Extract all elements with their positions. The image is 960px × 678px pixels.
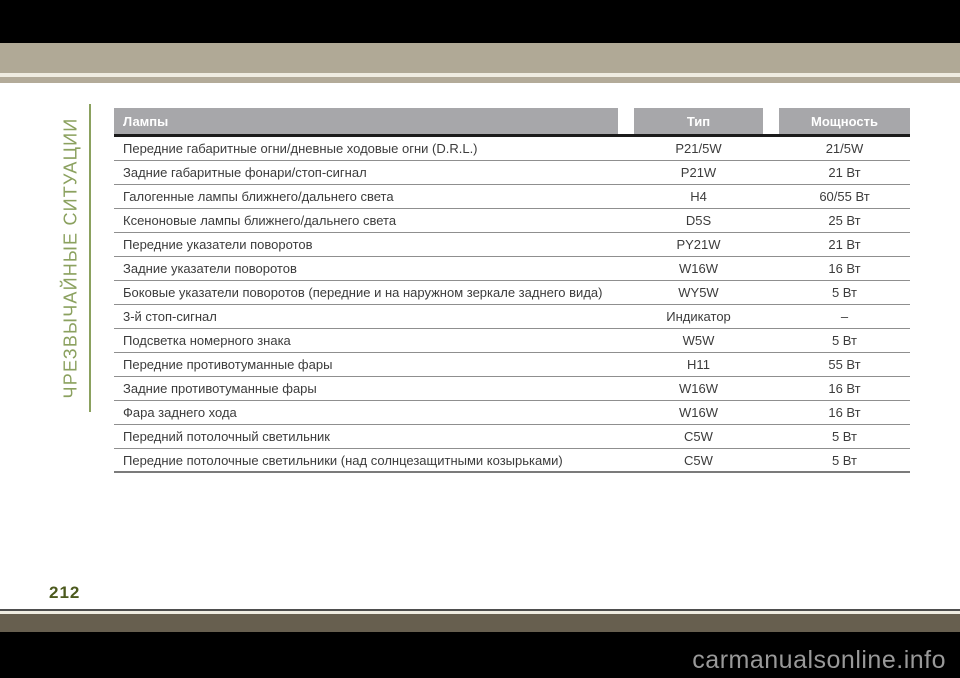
cell-lamp: Боковые указатели поворотов (передние и … bbox=[123, 285, 603, 300]
table-row: Боковые указатели поворотов (передние и … bbox=[114, 281, 910, 305]
table-row: Ксеноновые лампы ближнего/дальнего света… bbox=[114, 209, 910, 233]
table-row: Задние габаритные фонари/стоп-сигнал P21W… bbox=[114, 161, 910, 185]
table-row: Передние габаритные огни/дневные ходовые… bbox=[114, 137, 910, 161]
watermark-text: carmanualsonline.info bbox=[692, 646, 946, 674]
table-row: Фара заднего хода W16W 16 Вт bbox=[114, 401, 910, 425]
cell-power: 21/5W bbox=[825, 141, 864, 156]
cell-type: WY5W bbox=[678, 285, 719, 300]
cell-power: 16 Вт bbox=[828, 261, 861, 276]
cell-lamp: Передние указатели поворотов bbox=[123, 237, 313, 252]
cell-type: H11 bbox=[687, 357, 710, 372]
cell-type: C5W bbox=[684, 452, 713, 468]
cell-power: 60/55 Вт bbox=[819, 189, 870, 204]
cell-lamp: Передние противотуманные фары bbox=[123, 357, 333, 372]
top-tan-bar bbox=[0, 43, 960, 73]
bottom-olive-bar bbox=[0, 614, 960, 632]
cell-type: PY21W bbox=[676, 237, 721, 252]
cell-lamp: Передние потолочные светильники (над сол… bbox=[123, 452, 563, 468]
cell-lamp: Передние габаритные огни/дневные ходовые… bbox=[123, 141, 478, 156]
cell-lamp: Ксеноновые лампы ближнего/дальнего света bbox=[123, 213, 397, 228]
chapter-sidebar-rule bbox=[89, 104, 91, 412]
cell-lamp: Фара заднего хода bbox=[123, 405, 237, 420]
bottom-black-bar: carmanualsonline.info bbox=[0, 632, 960, 678]
table-row: Передние потолочные светильники (над сол… bbox=[114, 449, 910, 473]
table-row: Передние указатели поворотов PY21W 21 Вт bbox=[114, 233, 910, 257]
cell-type: W16W bbox=[679, 405, 718, 420]
cell-lamp: Передний потолочный светильник bbox=[123, 429, 330, 444]
cell-type: D5S bbox=[685, 213, 712, 228]
cell-type: P21W bbox=[680, 165, 717, 180]
top-tan-divider bbox=[0, 77, 960, 83]
table-row: 3-й стоп-сигнал Индикатор – bbox=[114, 305, 910, 329]
page-number: 212 bbox=[49, 583, 81, 602]
cell-type: W16W bbox=[679, 381, 718, 396]
column-header-power: Мощность bbox=[779, 108, 910, 134]
cell-lamp: Задние противотуманные фары bbox=[123, 381, 317, 396]
cell-power: 25 Вт bbox=[828, 213, 861, 228]
cell-lamp: Галогенные лампы ближнего/дальнего света bbox=[123, 189, 394, 204]
cell-type: W16W bbox=[679, 261, 718, 276]
table-header-row: Лампы Тип Мощность bbox=[114, 108, 910, 137]
bottom-dark-divider bbox=[0, 609, 960, 611]
cell-lamp: Задние габаритные фонари/стоп-сигнал bbox=[123, 165, 367, 180]
cell-power: 5 Вт bbox=[831, 452, 858, 468]
cell-type: H4 bbox=[690, 189, 707, 204]
table-row: Задние указатели поворотов W16W 16 Вт bbox=[114, 257, 910, 281]
table-row: Задние противотуманные фары W16W 16 Вт bbox=[114, 377, 910, 401]
cell-power: 16 Вт bbox=[828, 381, 861, 396]
lamps-table: Лампы Тип Мощность Передние габаритные о… bbox=[114, 108, 910, 473]
table-row: Передний потолочный светильник C5W 5 Вт bbox=[114, 425, 910, 449]
cell-lamp: Задние указатели поворотов bbox=[123, 261, 297, 276]
lamps-table-body: Передние габаритные огни/дневные ходовые… bbox=[114, 137, 910, 473]
cell-power: – bbox=[840, 309, 849, 324]
cell-type: Индикатор bbox=[666, 309, 731, 324]
cell-power: 55 Вт bbox=[828, 357, 861, 372]
top-black-bar bbox=[0, 0, 960, 43]
table-row: Галогенные лампы ближнего/дальнего света… bbox=[114, 185, 910, 209]
cell-power: 5 Вт bbox=[831, 285, 858, 300]
cell-power: 16 Вт bbox=[828, 405, 861, 420]
table-row: Подсветка номерного знака W5W 5 Вт bbox=[114, 329, 910, 353]
chapter-sidebar-label: ЧРЕЗВЫЧАЙНЫЕ СИТУАЦИИ bbox=[60, 117, 81, 399]
cell-power: 21 Вт bbox=[828, 237, 861, 252]
column-header-lamps: Лампы bbox=[114, 108, 618, 134]
cell-type: C5W bbox=[684, 429, 713, 444]
top-cream-divider bbox=[0, 73, 960, 77]
table-row: Передние противотуманные фары H11 55 Вт bbox=[114, 353, 910, 377]
cell-lamp: Подсветка номерного знака bbox=[123, 333, 291, 348]
cell-lamp: 3-й стоп-сигнал bbox=[123, 309, 217, 324]
cell-power: 5 Вт bbox=[831, 333, 858, 348]
cell-power: 5 Вт bbox=[831, 429, 858, 444]
column-header-type: Тип bbox=[634, 108, 763, 134]
cell-type: P21/5W bbox=[675, 141, 722, 156]
bottom-cream-divider bbox=[0, 611, 960, 614]
cell-power: 21 Вт bbox=[828, 165, 861, 180]
cell-type: W5W bbox=[682, 333, 715, 348]
